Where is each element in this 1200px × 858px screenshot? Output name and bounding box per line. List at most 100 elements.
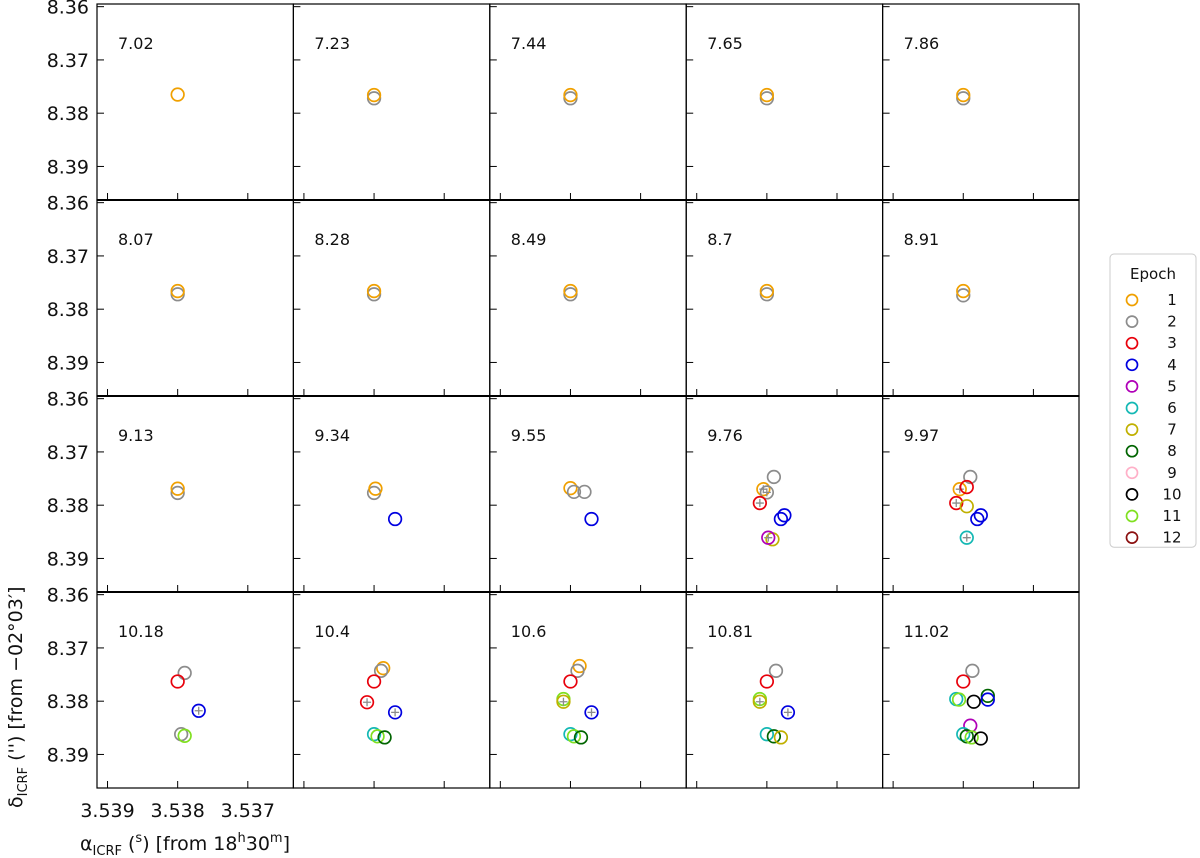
data-point [952,482,967,497]
data-point [761,530,776,545]
panel-label: 10.4 [314,622,350,641]
panels: 7.02 7.23 7.44 7.65 7.86 8.07 8.28 8.49 8.7 8.91 9… [96,3,1080,789]
data-point [759,283,775,299]
y-tick-label: 8.39 [47,548,89,570]
panel-label: 9.13 [118,426,154,445]
panel: 11.02 [881,591,1080,789]
panel: 10.4 [292,591,491,789]
panel: 9.97 [881,395,1080,593]
data-point [387,511,403,527]
data-point [373,663,389,678]
data-point [387,705,403,720]
data-point [759,91,775,106]
point-error-cross [764,533,773,542]
y-tick-label: 8.36 [47,0,89,19]
panel-label: 7.65 [707,34,743,53]
panel: 7.23 [292,3,491,201]
data-point [980,692,995,707]
panel: 8.7 [685,199,884,397]
data-point [377,730,392,745]
data-point [366,674,382,689]
data-point [759,287,775,302]
legend-label: 6 [1167,399,1177,417]
data-point [766,729,782,744]
data-point [759,727,775,742]
data-point [768,663,784,678]
data-point [956,288,971,303]
x-axis-title: αICRF (s) [from 18h30m] [80,831,290,858]
y-tick-label: 8.36 [47,193,89,215]
data-point [949,495,964,511]
panel: 9.13 [96,395,294,593]
data-point [956,91,971,106]
data-point [566,729,582,744]
data-point [963,469,978,485]
panel-label: 7.02 [118,34,154,53]
y-tick-label: 8.37 [47,246,89,268]
data-point [370,729,385,744]
data-point [170,287,185,302]
panel-label: 8.28 [314,230,350,249]
data-point [780,705,796,720]
panel-label: 7.23 [314,34,350,53]
y-tick-label: 8.38 [47,299,89,321]
data-point [170,674,185,689]
data-point [563,283,578,299]
axis-titles: αICRF (s) [from 18h30m] δICRF ('') [from… [5,586,290,858]
point-error-cross [755,499,764,508]
data-point [756,482,771,497]
data-point [177,665,192,681]
data-point [966,694,981,709]
data-point [573,730,589,745]
panel: 8.91 [881,199,1080,397]
data-point [956,87,971,103]
data-point [956,283,971,299]
data-point [773,730,789,745]
data-point [191,703,206,718]
data-point [366,87,382,103]
data-point [366,727,382,742]
data-point [556,694,571,709]
y-tick-label: 8.38 [47,495,89,517]
data-point [566,484,582,500]
data-point [563,480,578,496]
point-error-cross [762,488,771,497]
data-point [956,674,971,689]
y-tick-label: 8.36 [47,585,89,607]
panel-label: 9.76 [707,426,743,445]
data-point [563,87,578,103]
panel: 7.86 [881,3,1080,201]
legend-label: 2 [1167,313,1177,331]
data-point [759,485,775,500]
x-tick-label: 3.539 [80,800,134,822]
y-tick-label: 8.38 [47,103,89,125]
legend-marker [1125,423,1139,436]
legend-label: 8 [1167,442,1177,460]
legend-marker [1125,358,1139,372]
legend-label: 1 [1167,291,1177,309]
legend-box [1109,253,1197,548]
y-tick-label: 8.38 [47,691,89,713]
y-tick-label: 8.37 [47,638,89,660]
panel-label: 9.55 [511,426,547,445]
data-point [970,511,985,527]
data-point [359,695,375,710]
data-point [951,692,967,707]
y-tick-label: 8.39 [47,156,89,178]
data-point [570,663,585,678]
y-tick-label: 8.36 [47,389,89,411]
panel-label: 7.86 [904,34,940,53]
y-tick-label: 8.39 [47,744,89,766]
data-point [980,688,995,704]
panel: 8.07 [96,199,294,397]
panel-label: 9.97 [904,426,940,445]
panel-label: 10.6 [511,622,547,641]
data-point [777,508,792,523]
point-error-cross [962,533,971,542]
y-axis: 8.36 8.37 8.38 8.39 8.36 8.37 8.38 8.39 8.36 8.37… [47,0,89,766]
data-point [366,287,382,302]
data-point [563,727,578,742]
data-point [577,484,592,500]
